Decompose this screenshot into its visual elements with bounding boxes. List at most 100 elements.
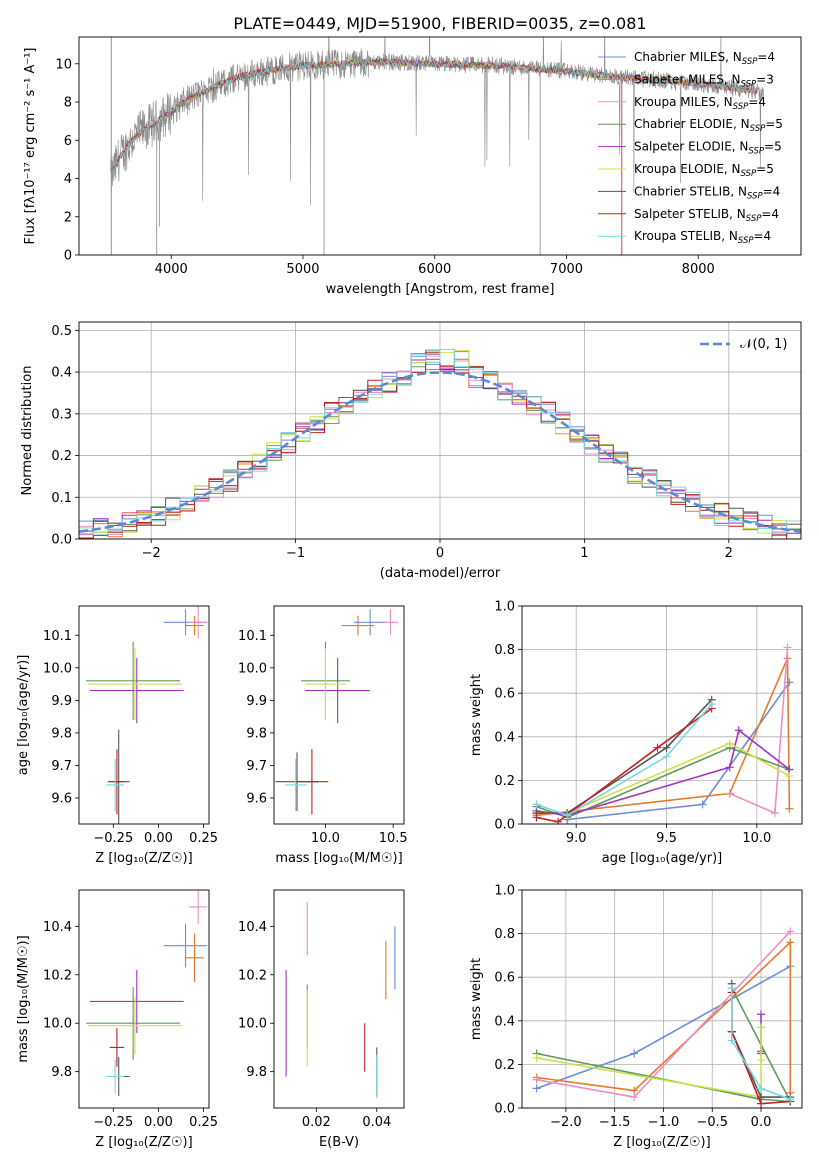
plot-area: [532, 927, 795, 1108]
y-tick-label: 4: [64, 172, 72, 187]
y-tick-label: 10.0: [43, 1017, 72, 1032]
histogram-8: [79, 348, 801, 536]
y-tick-label: 0.0: [51, 533, 72, 548]
x-tick-label: 8000: [682, 262, 715, 277]
x-tick-label: 0.0: [751, 1115, 772, 1130]
legend-label-7: Salpeter STELIB, NSSP=4: [634, 207, 779, 224]
y-tick-label: 0.0: [494, 1102, 515, 1117]
weight-marker: [786, 938, 795, 947]
panel-age-mass-weight: 9.0 9.5 10.0 0.0 0.2 0.4 0.6 0.8 1.0 age [log₁₀(a…: [469, 600, 803, 866]
weight-line-8: [731, 988, 791, 1101]
weight-marker: [757, 1084, 766, 1093]
weight-marker: [532, 1084, 541, 1093]
x-tick-label: −2.0: [550, 1115, 582, 1130]
weight-marker: [786, 927, 795, 936]
y-tick-label: 0.4: [494, 730, 515, 745]
y-tick-label: 1.0: [494, 600, 515, 615]
y-tick-label: 0.5: [51, 324, 72, 339]
weight-marker: [563, 811, 572, 820]
axes-frame: [273, 605, 405, 825]
y-axis-label: mass weight: [469, 674, 484, 756]
weight-marker: [554, 817, 563, 824]
plot-area: [532, 643, 794, 824]
y-tick-label: 9.8: [51, 726, 72, 741]
weight-marker: [757, 1010, 766, 1019]
legend: Chabrier MILES, NSSP=4 Salpeter MILES, NS…: [598, 50, 783, 246]
y-tick-label: 0.4: [494, 1014, 515, 1029]
x-tick-label: 9.0: [566, 831, 587, 846]
y-tick-label: 0: [64, 249, 72, 264]
x-tick-label: 0.25: [189, 831, 218, 846]
x-axis-label: wavelength [Angstrom, rest frame]: [326, 282, 555, 297]
legend-label-2: Kroupa MILES, NSSP=4: [634, 95, 766, 112]
x-tick-label: 6000: [418, 262, 451, 277]
legend-label-normal: 𝒩(0, 1): [740, 337, 787, 352]
weight-marker: [698, 800, 707, 809]
weight-line-1: [536, 657, 791, 817]
weight-line-7: [536, 707, 713, 823]
legend-label-6: Chabrier STELIB, NSSP=4: [634, 184, 780, 201]
y-tick-label: 9.9: [51, 694, 72, 709]
x-tick-label: 10.0: [311, 831, 340, 846]
y-tick-label: 2: [64, 210, 72, 225]
x-axis-label: age [log₁₀(age/yr)]: [602, 851, 723, 866]
x-tick-label: 0.00: [144, 1115, 173, 1130]
axes-frame: [273, 889, 405, 1109]
x-tick-label: 0: [436, 546, 444, 561]
legend-label-5: Kroupa ELODIE, NSSP=5: [634, 162, 774, 179]
weight-marker: [770, 809, 779, 818]
weight-line-1: [536, 940, 792, 1093]
panel-z-vs-mass: −0.25 0.00 0.25 9.8 10.0 10.2 10.4 Z [log₁₀(Z/Z…: [16, 889, 218, 1150]
y-tick-label: 0.2: [51, 449, 72, 464]
weight-marker: [727, 984, 736, 993]
y-tick-label: 10.1: [238, 629, 267, 644]
y-tick-label: 10.4: [238, 920, 267, 935]
axes-frame: [78, 36, 802, 256]
x-axis-label: Z [log₁₀(Z/Z☉)]: [95, 851, 192, 866]
x-tick-label: −0.5: [696, 1115, 728, 1130]
y-tick-label: 0.4: [51, 366, 72, 381]
x-tick-label: 4000: [155, 262, 188, 277]
x-axis-label: Z [log₁₀(Z/Z☉)]: [613, 1135, 710, 1150]
y-axis-label: age [log₁₀(age/yr)]: [16, 655, 31, 776]
y-tick-label: 0.6: [494, 687, 515, 702]
legend-label-0: Chabrier MILES, NSSP=4: [634, 50, 775, 67]
y-tick-label: 0.8: [494, 643, 515, 658]
panel-ebv-vs-mass: 0.02 0.04 9.8 10.0 10.2 10.4 E(B-V): [238, 889, 405, 1150]
y-tick-label: 10.0: [43, 661, 72, 676]
y-tick-label: 8: [64, 96, 72, 111]
axes-frame: [521, 889, 803, 1109]
plot-area: [86, 606, 208, 824]
normal-curve: [79, 371, 801, 533]
x-tick-label: −0.25: [93, 1115, 133, 1130]
x-tick-label: −2: [142, 546, 161, 561]
axes-frame: [78, 321, 802, 540]
y-tick-label: 9.8: [246, 726, 267, 741]
x-tick-label: −0.25: [93, 831, 133, 846]
y-axis-label: mass [log₁₀(M/M☉)]: [16, 935, 31, 1062]
y-tick-label: 10.2: [238, 968, 267, 983]
weight-marker: [783, 643, 792, 652]
weight-marker: [630, 1049, 639, 1058]
weight-line-6: [536, 699, 713, 814]
y-tick-label: 10.0: [238, 1017, 267, 1032]
y-tick-label: 9.6: [246, 791, 267, 806]
x-tick-label: 7000: [550, 262, 583, 277]
observed-spectrum: [110, 37, 765, 206]
weight-marker: [725, 739, 734, 748]
legend-label-4: Salpeter ELODIE, NSSP=5: [634, 140, 782, 157]
plot-area: [86, 890, 208, 1096]
weight-line-8: [536, 703, 713, 817]
weight-marker: [785, 804, 794, 813]
weight-marker: [725, 789, 734, 798]
weight-marker: [532, 813, 541, 822]
y-tick-label: 9.6: [51, 791, 72, 806]
y-tick-label: 10.0: [238, 661, 267, 676]
weight-marker: [757, 1099, 766, 1108]
legend-label-3: Chabrier ELODIE, NSSP=5: [634, 117, 783, 134]
x-tick-label: 0.02: [302, 1115, 331, 1130]
weight-marker: [630, 1093, 639, 1102]
y-tick-label: 0.0: [494, 818, 515, 833]
y-tick-label: 10.4: [43, 920, 72, 935]
